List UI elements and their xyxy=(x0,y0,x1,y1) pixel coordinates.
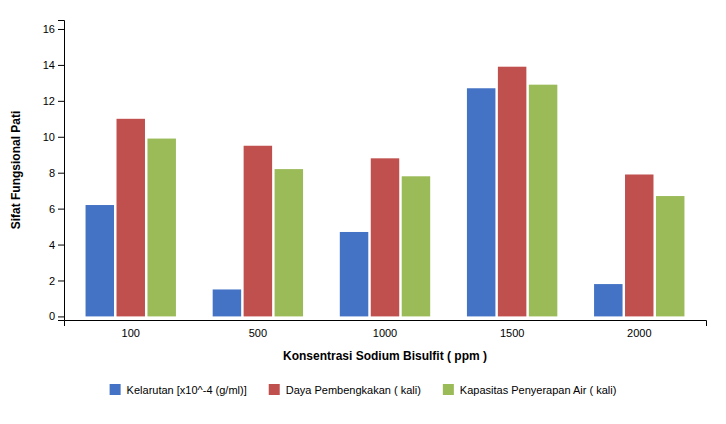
y-axis-title: Sifat Fungsional Pati xyxy=(9,111,23,230)
tick: 0 xyxy=(49,310,64,322)
series xyxy=(117,67,654,317)
legend: Kelarutan [x10^-4 (g/ml)] Daya Pembengkak… xyxy=(110,384,617,396)
tick-label: 0 xyxy=(49,310,55,322)
legend-swatch xyxy=(443,384,454,395)
tick-label: 16 xyxy=(43,23,55,35)
plot: 0 2 4 6 8 10 12 14 16 100 500 1000 1500 2000 Konsentra… xyxy=(9,21,707,364)
legend-item: Kelarutan [x10^-4 (g/ml)] xyxy=(110,384,247,396)
legend-label: Kelarutan [x10^-4 (g/ml)] xyxy=(127,384,247,396)
legend-item: Daya Pembengkakan ( kali) xyxy=(269,384,421,396)
bar xyxy=(402,176,430,316)
tick: 1500 xyxy=(500,327,524,339)
tick-label: 14 xyxy=(43,59,55,71)
legend-swatch xyxy=(269,384,280,395)
tick-mark xyxy=(58,173,64,174)
tick-mark xyxy=(58,209,64,210)
tick-mark xyxy=(58,29,64,30)
tick-label: 6 xyxy=(49,203,55,215)
tick-label: 12 xyxy=(43,95,55,107)
bar xyxy=(529,85,557,317)
axis-line xyxy=(65,321,707,327)
tick-label: 2 xyxy=(49,274,55,286)
legend-item: Kapasitas Penyerapan Air ( kali) xyxy=(443,384,617,396)
tick: 8 xyxy=(49,167,64,179)
tick-mark xyxy=(58,245,64,246)
tick-mark xyxy=(58,65,64,66)
bars xyxy=(86,67,685,317)
tick: 12 xyxy=(43,95,64,107)
legend-label: Daya Pembengkakan ( kali) xyxy=(286,384,421,396)
bar xyxy=(656,196,684,316)
bar xyxy=(498,67,526,317)
legend-swatch xyxy=(110,384,121,395)
tick: 100 xyxy=(122,327,140,339)
y-axis: 0 2 4 6 8 10 12 14 16 xyxy=(43,21,65,323)
legend-label: Kapasitas Penyerapan Air ( kali) xyxy=(460,384,617,396)
bar xyxy=(244,146,272,317)
bar xyxy=(625,174,653,316)
bar xyxy=(594,284,622,316)
tick-label: 1000 xyxy=(373,327,397,339)
bar xyxy=(467,88,495,316)
tick: 10 xyxy=(43,131,64,143)
bar xyxy=(275,169,303,316)
tick-label: 500 xyxy=(249,327,267,339)
tick-label: 1500 xyxy=(500,327,524,339)
tick: 2 xyxy=(49,274,64,286)
axis-line xyxy=(58,21,65,321)
tick: 6 xyxy=(49,203,64,215)
series xyxy=(147,85,684,317)
tick: 16 xyxy=(43,23,64,35)
tick-mark xyxy=(58,137,64,138)
tick-label: 4 xyxy=(49,239,55,251)
tick-label: 2000 xyxy=(627,327,651,339)
tick-label: 8 xyxy=(49,167,55,179)
bar xyxy=(340,232,368,316)
tick: 1000 xyxy=(373,327,397,339)
x-axis: 100 500 1000 1500 2000 xyxy=(65,321,707,339)
tick-mark xyxy=(58,280,64,281)
tick-mark xyxy=(58,316,64,317)
tick-label: 10 xyxy=(43,131,55,143)
bar xyxy=(147,139,175,317)
bar xyxy=(371,158,399,316)
tick: 4 xyxy=(49,239,64,251)
tick: 500 xyxy=(249,327,267,339)
tick-mark xyxy=(58,101,64,102)
chart: 0 2 4 6 8 10 12 14 16 100 500 1000 1500 2000 Konsentra… xyxy=(0,0,726,424)
tick: 14 xyxy=(43,59,64,71)
bar xyxy=(86,205,114,316)
tick: 2000 xyxy=(627,327,651,339)
bar xyxy=(213,289,241,316)
tick-label: 100 xyxy=(122,327,140,339)
x-axis-title: Konsentrasi Sodium Bisulfit ( ppm ) xyxy=(283,349,487,363)
bar xyxy=(117,119,145,317)
